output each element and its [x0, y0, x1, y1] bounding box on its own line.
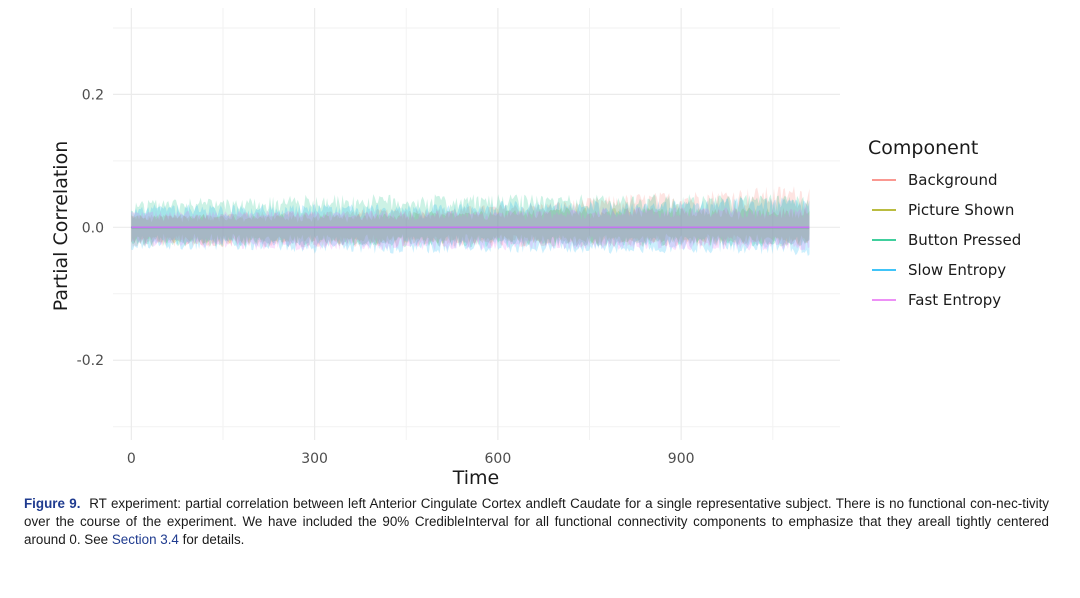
legend-item-background: Background: [872, 171, 998, 189]
legend-label: Slow Entropy: [908, 261, 1006, 279]
credible-band-fast-entropy: [131, 207, 810, 251]
credible-band-background: [131, 186, 810, 248]
legend-item-slow-entropy: Slow Entropy: [872, 261, 1006, 279]
legend-label: Picture Shown: [908, 201, 1014, 219]
figure-caption: Figure 9. RT experiment: partial correla…: [24, 495, 1049, 549]
credible-band-button-pressed: [131, 194, 810, 248]
section-link[interactable]: Section 3.4: [111, 532, 179, 547]
legend: Background Picture Shown Button Pressed Slo…: [872, 171, 1021, 309]
x-tick-label: 300: [301, 451, 328, 467]
y-tick-label: -0.2: [77, 353, 104, 369]
x-axis-ticks: 0 300 600 900: [127, 451, 695, 467]
caption-text-end: for details.: [182, 532, 245, 547]
legend-title: Component: [868, 137, 978, 159]
legend-item-button-pressed: Button Pressed: [872, 231, 1021, 249]
partial-correlation-chart: 0 300 600 900 -0.2 0.0 0.2 Time Partial Corre…: [50, 8, 1021, 489]
grid-minor: [113, 8, 840, 440]
legend-item-fast-entropy: Fast Entropy: [872, 291, 1001, 309]
x-tick-label: 0: [127, 451, 136, 467]
legend-label: Button Pressed: [908, 231, 1021, 249]
caption-text: RT experiment: partial correlation betwe…: [24, 496, 1050, 547]
legend-item-picture-shown: Picture Shown: [872, 201, 1014, 219]
legend-label: Background: [908, 171, 998, 189]
y-tick-label: 0.2: [82, 87, 104, 103]
figure-label: Figure 9.: [24, 496, 81, 511]
y-tick-label: 0.0: [82, 220, 104, 236]
plot-background: [113, 8, 840, 440]
y-axis-ticks: -0.2 0.0 0.2: [77, 87, 104, 369]
legend-label: Fast Entropy: [908, 291, 1001, 309]
x-tick-label: 600: [485, 451, 512, 467]
credible-interval-bands: [131, 186, 810, 257]
x-axis-title: Time: [452, 467, 500, 489]
credible-band-picture-shown: [131, 207, 810, 244]
y-axis-title: Partial Correlation: [50, 141, 72, 312]
x-tick-label: 900: [668, 451, 695, 467]
